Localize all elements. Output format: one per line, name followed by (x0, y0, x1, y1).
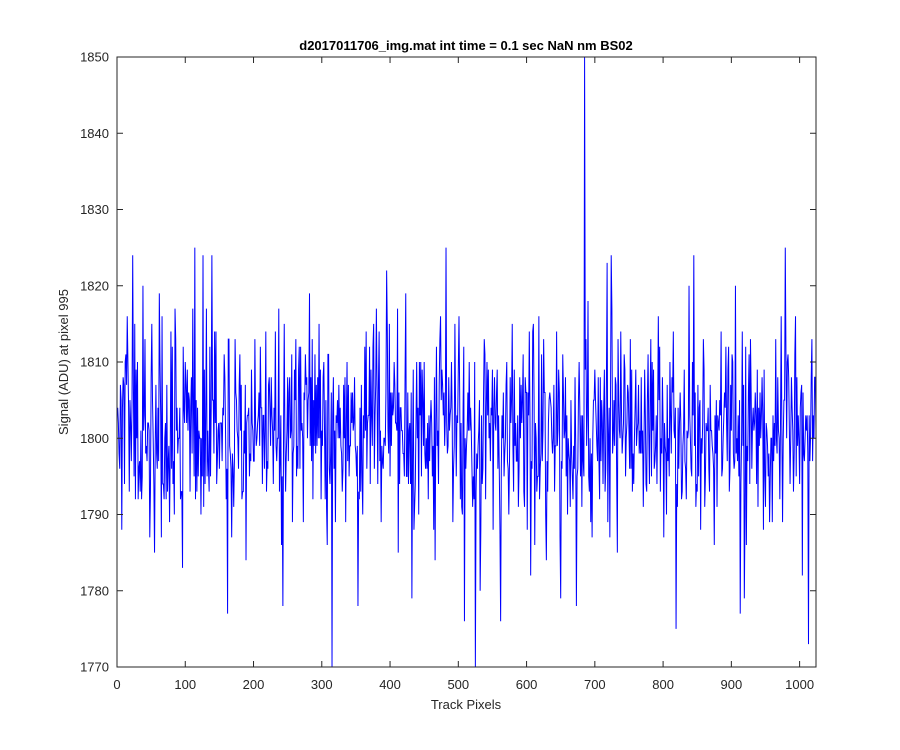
x-tick-label: 0 (113, 677, 120, 692)
x-tick-label: 600 (516, 677, 538, 692)
y-tick-label: 1810 (80, 355, 109, 370)
y-tick-label: 1780 (80, 583, 109, 598)
plot-background (117, 57, 816, 667)
x-tick-label: 1000 (785, 677, 814, 692)
y-tick-label: 1820 (80, 278, 109, 293)
y-tick-label: 1800 (80, 431, 109, 446)
x-tick-label: 700 (584, 677, 606, 692)
y-tick-label: 1840 (80, 126, 109, 141)
x-tick-label: 400 (379, 677, 401, 692)
y-tick-label: 1830 (80, 202, 109, 217)
x-tick-label: 500 (447, 677, 469, 692)
y-axis-label: Signal (ADU) at pixel 995 (56, 289, 71, 435)
chart-title: d2017011706_img.mat int time = 0.1 sec N… (299, 38, 632, 53)
x-tick-label: 200 (243, 677, 265, 692)
x-tick-label: 800 (652, 677, 674, 692)
y-tick-label: 1790 (80, 507, 109, 522)
signal-series-line (117, 56, 817, 668)
x-axis-label: Track Pixels (431, 697, 502, 712)
y-tick-label: 1850 (80, 50, 109, 65)
x-tick-label: 100 (174, 677, 196, 692)
x-tick-label: 900 (721, 677, 743, 692)
y-axis-ticks: 1770 1780 1790 1800 1810 1820 1830 1840 1850 (80, 50, 816, 675)
x-axis-ticks: 0 100 200 300 400 500 600 700 800 900 1000 (113, 57, 814, 692)
y-tick-label: 1770 (80, 660, 109, 675)
x-tick-label: 300 (311, 677, 333, 692)
